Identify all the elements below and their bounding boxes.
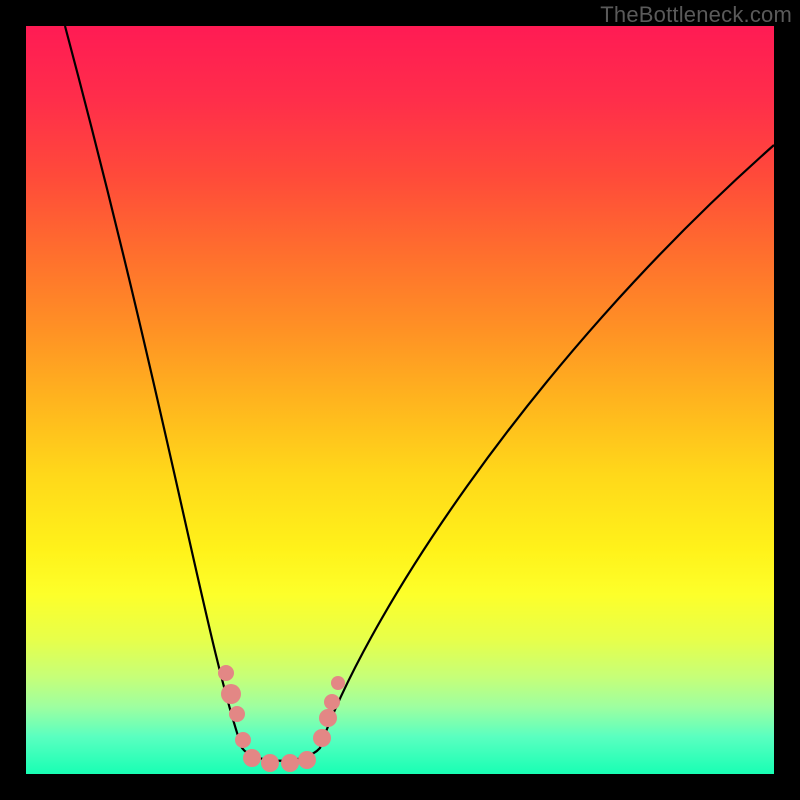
data-marker xyxy=(324,694,340,710)
bottleneck-chart xyxy=(0,0,800,800)
watermark-text: TheBottleneck.com xyxy=(600,2,792,28)
data-marker xyxy=(319,709,337,727)
data-marker xyxy=(331,676,345,690)
data-marker xyxy=(261,754,279,772)
chart-frame: TheBottleneck.com xyxy=(0,0,800,800)
data-marker xyxy=(313,729,331,747)
data-marker xyxy=(235,732,251,748)
data-marker xyxy=(221,684,241,704)
data-marker xyxy=(298,751,316,769)
data-marker xyxy=(229,706,245,722)
data-marker xyxy=(218,665,234,681)
data-marker xyxy=(281,754,299,772)
chart-background xyxy=(26,26,774,774)
data-marker xyxy=(243,749,261,767)
